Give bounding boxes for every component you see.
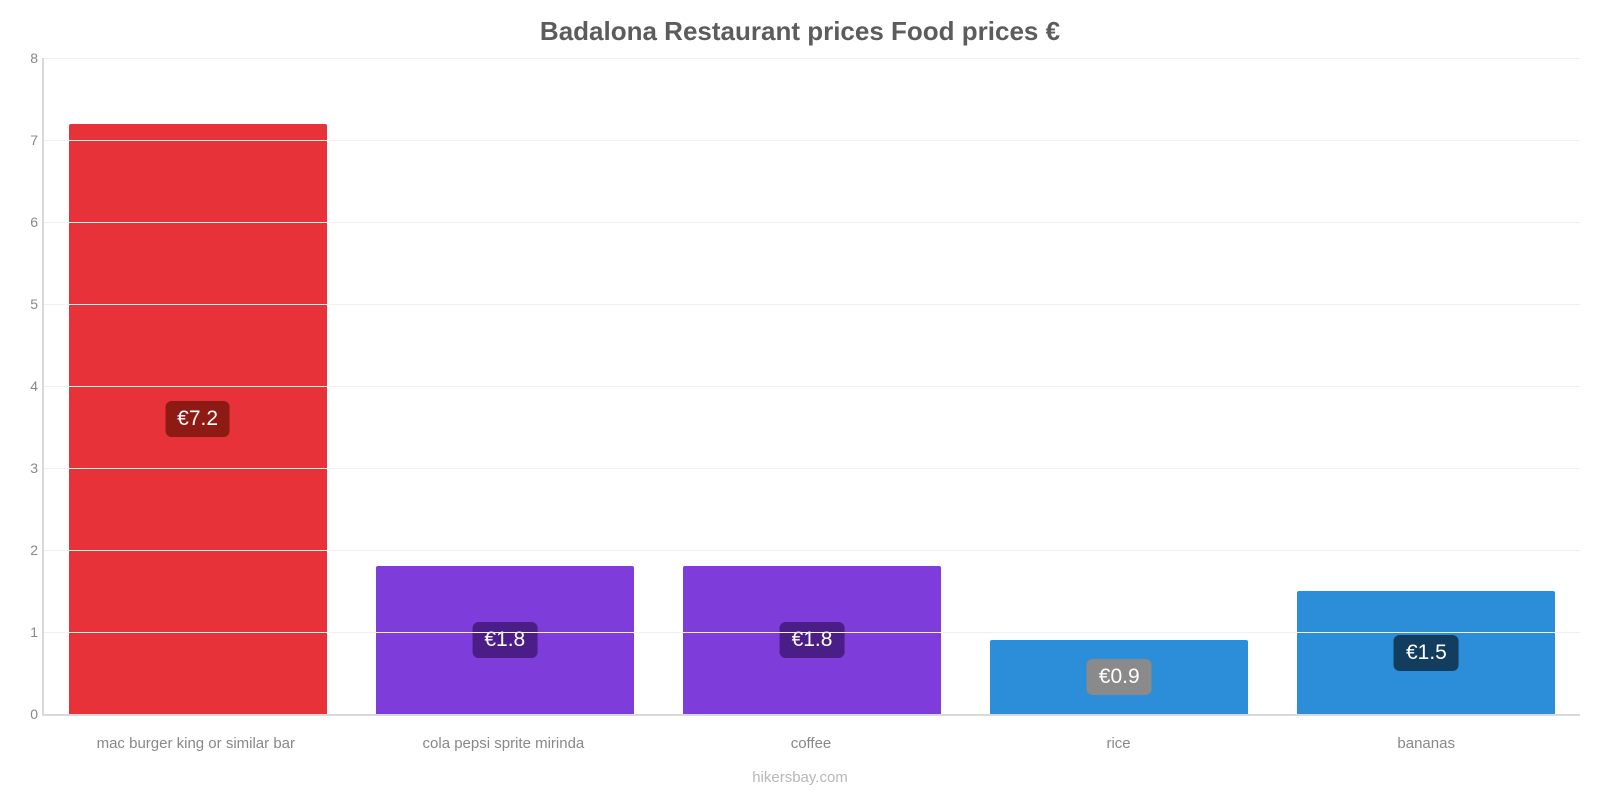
attribution-text: hikersbay.com	[0, 769, 1600, 786]
gridline	[44, 58, 1580, 59]
y-tick-label: 8	[10, 50, 38, 66]
gridline	[44, 550, 1580, 551]
x-axis-label: mac burger king or similar bar	[42, 735, 350, 752]
y-tick-label: 1	[10, 624, 38, 640]
bar-value-label: €0.9	[1087, 659, 1152, 695]
price-bar-chart: Badalona Restaurant prices Food prices €…	[0, 0, 1600, 800]
x-axis-label: rice	[965, 735, 1273, 752]
bar: €1.8	[376, 566, 634, 714]
y-tick-label: 2	[10, 542, 38, 558]
bar: €7.2	[69, 124, 327, 714]
bar: €0.9	[990, 640, 1248, 714]
x-axis-label: coffee	[657, 735, 965, 752]
bar-value-label: €1.5	[1394, 635, 1459, 671]
y-tick-label: 7	[10, 132, 38, 148]
x-axis-label: bananas	[1272, 735, 1580, 752]
x-axis-label: cola pepsi sprite mirinda	[350, 735, 658, 752]
gridline	[44, 304, 1580, 305]
bar: €1.5	[1297, 591, 1555, 714]
y-tick-label: 5	[10, 296, 38, 312]
gridline	[44, 468, 1580, 469]
gridline	[44, 386, 1580, 387]
gridline	[44, 222, 1580, 223]
plot-area: €7.2€1.8€1.8€0.9€1.5 012345678	[42, 58, 1580, 716]
bar: €1.8	[683, 566, 941, 714]
bar-value-label: €1.8	[780, 622, 845, 658]
y-tick-label: 6	[10, 214, 38, 230]
x-axis-labels: mac burger king or similar barcola pepsi…	[42, 735, 1580, 752]
chart-title: Badalona Restaurant prices Food prices €	[0, 0, 1600, 47]
gridline	[44, 632, 1580, 633]
bar-value-label: €7.2	[165, 401, 230, 437]
gridline	[44, 140, 1580, 141]
bar-value-label: €1.8	[472, 622, 537, 658]
y-tick-label: 3	[10, 460, 38, 476]
y-tick-label: 0	[10, 706, 38, 722]
y-tick-label: 4	[10, 378, 38, 394]
